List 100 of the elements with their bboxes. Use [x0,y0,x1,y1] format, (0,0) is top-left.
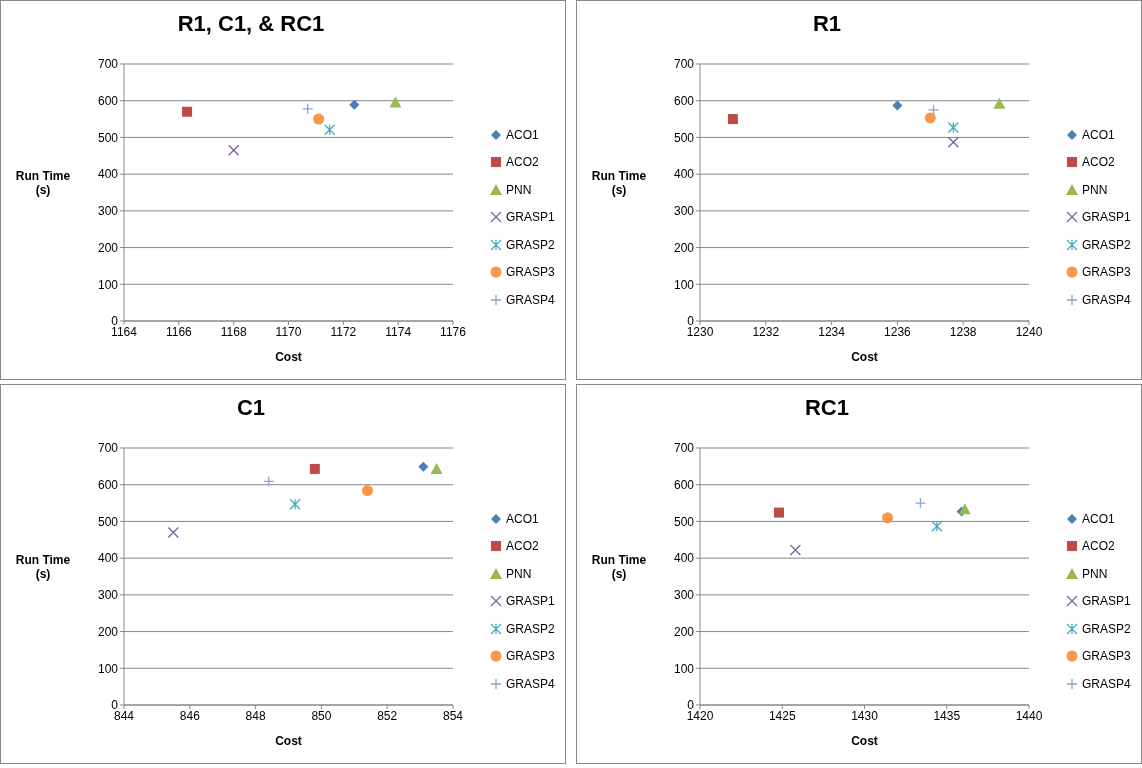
point [430,462,443,474]
legend-label: GRASP3 [1082,649,1131,664]
legend-label: GRASP2 [506,237,555,252]
point [914,497,927,509]
point [958,503,971,515]
legend-label: PNN [1082,182,1108,197]
x-tick-label: 1425 [768,708,796,723]
y-tick-label: 600 [673,477,695,492]
legend-label: ACO2 [1082,155,1115,170]
y-axis-title: Run Time (s) [590,553,648,581]
x-axis-title: Cost [275,734,302,748]
y-tick-label: 100 [673,661,695,676]
x-axis-title: Cost [851,734,878,748]
legend-label: GRASP4 [1082,292,1131,307]
legend-label: GRASP1 [506,210,555,225]
point [289,498,301,510]
y-tick-label: 700 [673,441,695,456]
y-tick-label: 500 [97,130,119,145]
x-tick-label: 1430 [851,708,879,723]
x-tick-label: 844 [113,708,135,723]
legend-label: ACO1 [506,127,539,142]
point [389,96,402,108]
y-tick-label: 600 [97,477,119,492]
x-tick-label: 846 [179,708,201,723]
y-tick-label: 600 [97,93,119,108]
x-tick-label: 1170 [275,324,302,339]
legend-label: ACO2 [506,155,539,170]
x-tick-label: 1176 [440,324,467,339]
point [927,104,940,116]
legend-label: GRASP3 [1082,265,1131,280]
y-tick-label: 500 [673,514,695,529]
x-tick-label: 1234 [818,324,846,339]
legend-label: GRASP4 [506,676,555,691]
x-axis-title: Cost [851,350,878,364]
y-axis-title: Run Time (s) [14,553,72,581]
point [882,512,894,524]
point [263,475,275,488]
legend-label: GRASP3 [506,649,555,664]
point [727,114,738,125]
point [323,124,336,136]
legend-label: GRASP2 [1082,237,1131,252]
legend-label: ACO1 [1082,127,1115,142]
y-tick-label: 100 [97,277,119,292]
y-tick-label: 100 [673,277,695,292]
point [947,121,959,134]
x-axis-title: Cost [275,350,302,364]
point [302,103,314,115]
y-tick-label: 500 [97,514,119,529]
point [789,544,802,556]
legend-label: GRASP4 [506,292,555,307]
y-tick-label: 200 [97,240,119,255]
x-tick-label: 852 [377,708,398,723]
y-tick-label: 700 [97,57,119,72]
y-tick-label: 500 [673,130,695,145]
point [892,100,903,111]
point [947,136,959,148]
y-tick-label: 400 [97,167,119,182]
y-tick-label: 400 [673,167,695,182]
legend-label: PNN [506,566,532,581]
point [418,461,429,472]
y-tick-label: 100 [97,661,119,676]
legend-label: ACO1 [506,511,539,526]
legend-label: GRASP2 [1082,621,1131,636]
legend-label: GRASP4 [1082,676,1131,691]
y-tick-label: 300 [97,588,119,603]
point [309,463,320,474]
chart-title: R1, C1, & RC1 [176,11,326,37]
legend-label: GRASP1 [1082,210,1131,225]
x-tick-label: 1236 [884,324,912,339]
y-tick-label: 300 [673,204,695,219]
y-tick-label: 700 [97,441,119,456]
chart-title: RC1 [804,395,850,421]
point [313,113,325,125]
x-tick-label: 850 [311,708,332,723]
point [167,526,179,539]
point [182,106,193,117]
point [924,112,936,124]
x-tick-label: 1230 [686,324,714,339]
chart-title: R1 [811,11,843,37]
x-tick-label: 1435 [933,708,961,723]
legend-label: GRASP2 [506,621,555,636]
y-axis-title: Run Time (s) [590,169,648,197]
y-tick-label: 200 [673,624,695,639]
legend-label: PNN [506,182,532,197]
y-tick-label: 400 [673,551,695,566]
legend-label: ACO2 [1082,539,1115,554]
legend-label: GRASP1 [1082,594,1131,609]
point [361,485,373,497]
chart-title: C1 [235,395,267,421]
x-tick-label: 1172 [330,324,357,339]
legend-label: GRASP1 [506,594,555,609]
point [931,520,943,532]
x-tick-label: 1168 [220,324,247,339]
x-tick-label: 854 [442,708,464,723]
x-tick-label: 1238 [949,324,977,339]
legend-label: ACO1 [1082,511,1115,526]
x-tick-label: 1164 [111,324,138,339]
x-tick-label: 1240 [1015,324,1043,339]
y-tick-label: 200 [673,240,695,255]
y-tick-label: 200 [97,624,119,639]
